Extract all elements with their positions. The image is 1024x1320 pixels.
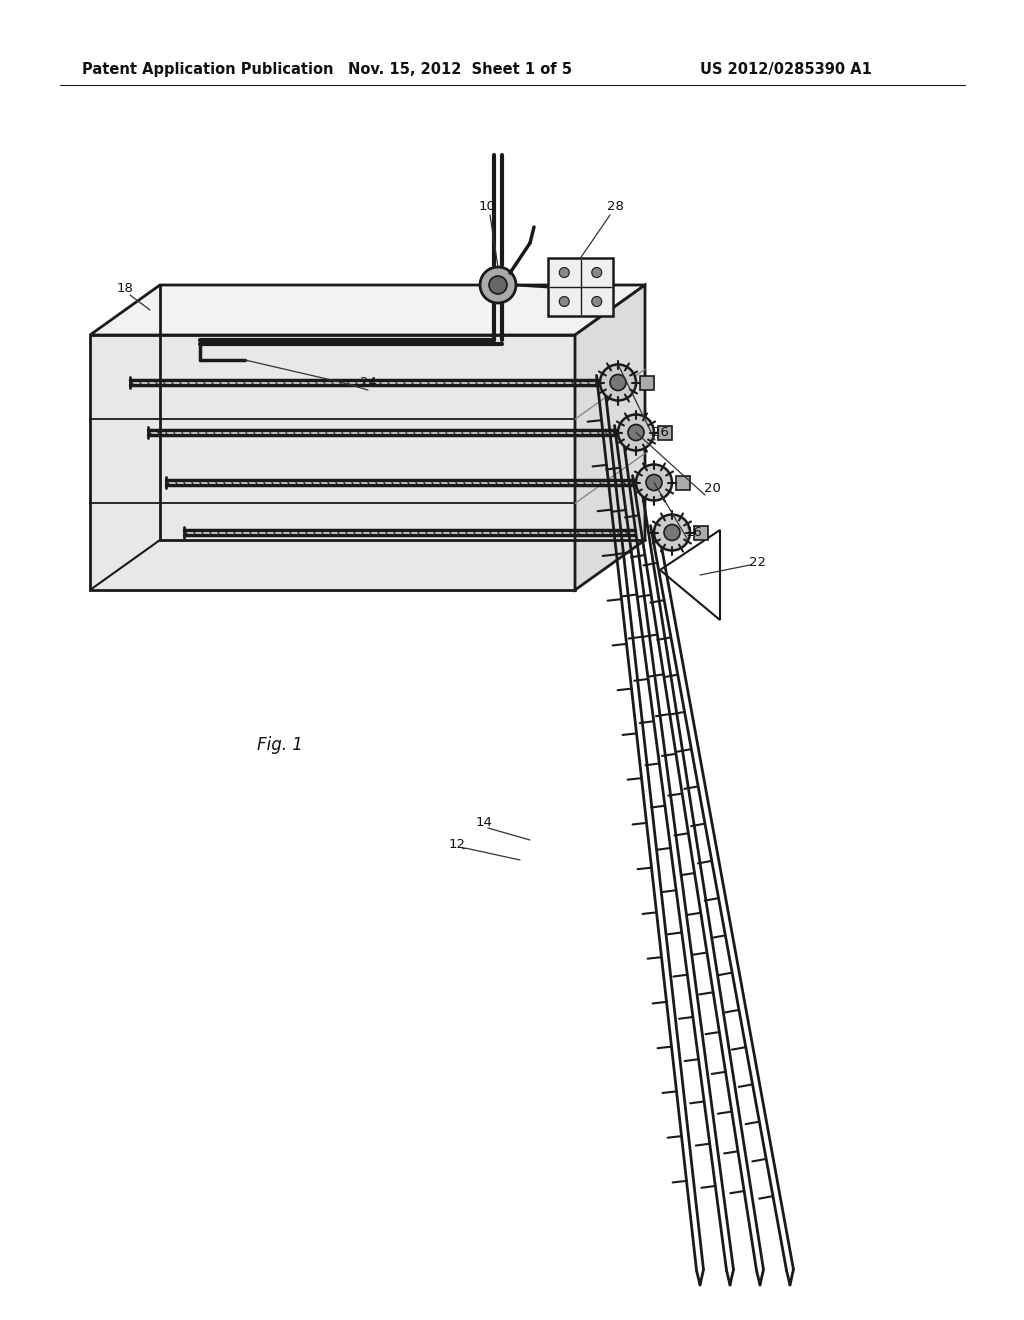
Circle shape <box>480 267 516 304</box>
Circle shape <box>618 414 654 450</box>
Bar <box>658 425 672 440</box>
Circle shape <box>600 364 636 400</box>
Circle shape <box>628 425 644 441</box>
Circle shape <box>610 375 626 391</box>
Circle shape <box>654 515 690 550</box>
Circle shape <box>592 268 602 277</box>
Circle shape <box>559 297 569 306</box>
Circle shape <box>646 474 662 491</box>
Text: 26: 26 <box>651 426 669 440</box>
Polygon shape <box>575 285 645 590</box>
Circle shape <box>592 297 602 306</box>
Text: 18: 18 <box>117 281 133 294</box>
Text: 28: 28 <box>606 201 624 214</box>
Text: US 2012/0285390 A1: US 2012/0285390 A1 <box>700 62 871 77</box>
Text: 22: 22 <box>749 556 766 569</box>
Bar <box>548 257 613 315</box>
Text: 16: 16 <box>685 527 702 540</box>
Circle shape <box>489 276 507 294</box>
Text: 10: 10 <box>478 201 496 214</box>
Text: Nov. 15, 2012  Sheet 1 of 5: Nov. 15, 2012 Sheet 1 of 5 <box>348 62 572 77</box>
Polygon shape <box>90 335 575 590</box>
Text: Fig. 1: Fig. 1 <box>257 737 303 754</box>
Circle shape <box>636 465 672 500</box>
Text: 14: 14 <box>475 816 493 829</box>
Text: 20: 20 <box>703 482 721 495</box>
Bar <box>640 375 654 389</box>
Text: 24: 24 <box>359 375 377 388</box>
Text: 12: 12 <box>449 838 466 851</box>
Circle shape <box>559 268 569 277</box>
Polygon shape <box>90 285 645 335</box>
Bar <box>694 525 708 540</box>
Text: Patent Application Publication: Patent Application Publication <box>82 62 334 77</box>
Circle shape <box>664 524 680 540</box>
Bar <box>676 475 690 490</box>
